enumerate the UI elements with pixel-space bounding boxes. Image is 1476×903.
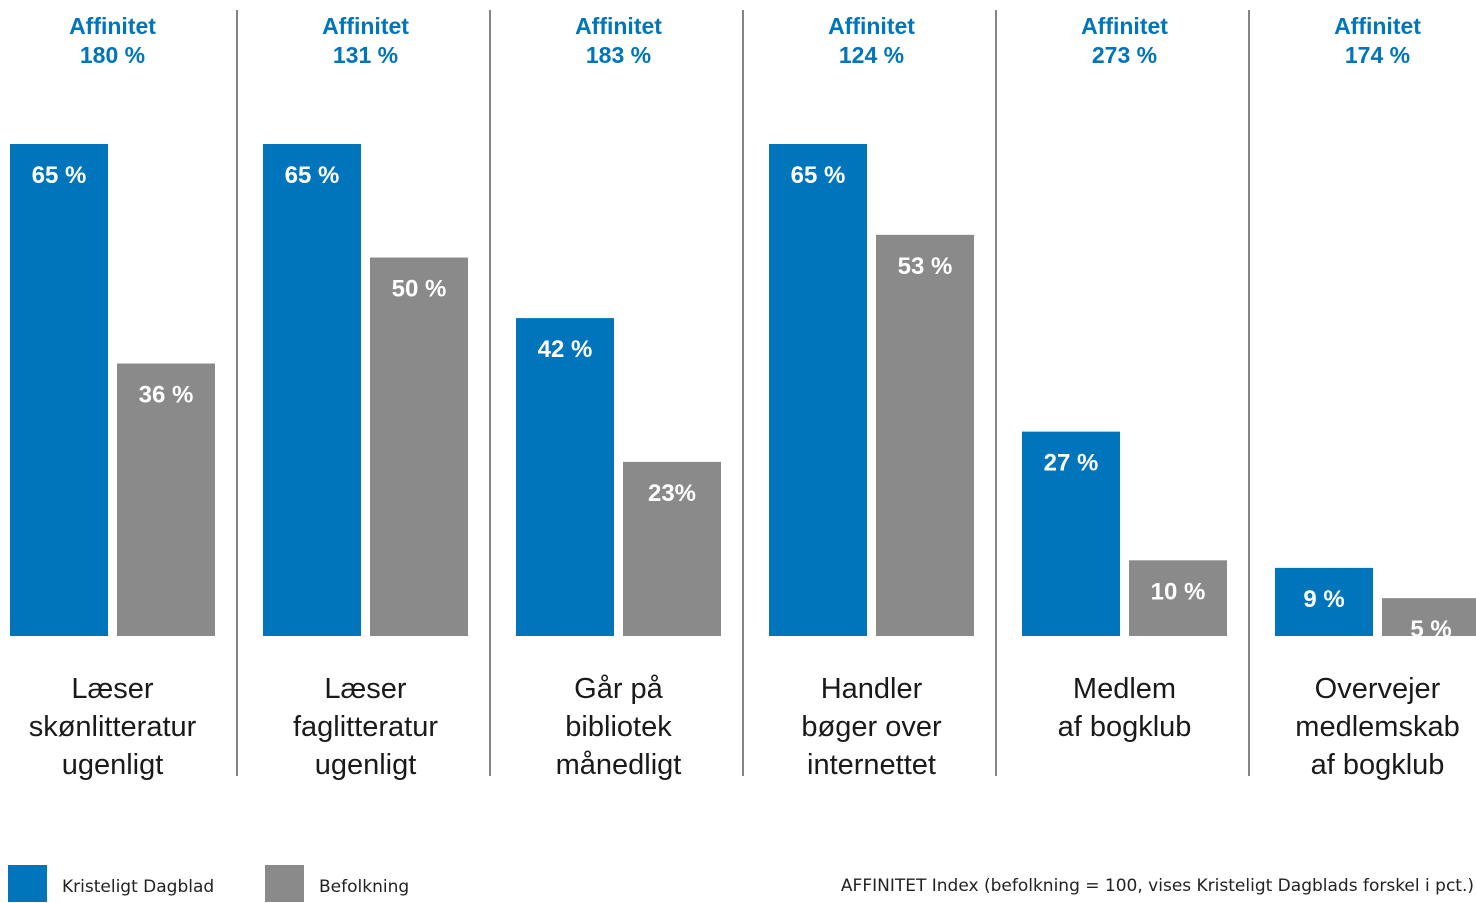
legend-swatch-kristeligt-dagblad [8, 865, 47, 902]
category-label: medlemskab [1295, 711, 1459, 743]
affinity-label: Affinitet [69, 13, 156, 39]
category-label: Læser [71, 673, 154, 705]
bar-value-label: 27 % [1044, 450, 1099, 477]
bar-kristeligt-dagblad [769, 144, 867, 636]
bar-value-label: 50 % [392, 276, 447, 303]
affinity-label: Affinitet [1334, 13, 1421, 39]
bar-kristeligt-dagblad [10, 144, 108, 636]
affinity-value: 180 % [80, 42, 145, 68]
affinity-value: 131 % [333, 42, 398, 68]
category-label: internettet [807, 749, 936, 781]
category-label: af bogklub [1311, 749, 1445, 781]
category-label: Går på [574, 673, 664, 705]
affinity-label: Affinitet [322, 13, 409, 39]
bar-befolkning [1129, 560, 1227, 636]
bar-value-label: 42 % [538, 336, 593, 363]
affinity-value: 124 % [839, 42, 904, 68]
bar-value-label: 65 % [285, 162, 340, 189]
bar-befolkning [370, 257, 468, 636]
category-label: Overvejer [1315, 673, 1441, 705]
bar-value-label: 23% [648, 480, 696, 507]
affinity-value: 183 % [586, 42, 651, 68]
affinity-label: Affinitet [1081, 13, 1168, 39]
bar-kristeligt-dagblad [516, 318, 614, 636]
bar-kristeligt-dagblad [263, 144, 361, 636]
legend-label-kristeligt-dagblad: Kristeligt Dagblad [62, 877, 215, 897]
category-label: af bogklub [1058, 711, 1192, 743]
bar-value-label: 5 % [1410, 616, 1451, 643]
affinity-label: Affinitet [575, 13, 662, 39]
category-label: Handler [821, 673, 923, 705]
legend-label-befolkning: Befolkning [319, 877, 410, 897]
category-label: Læser [324, 673, 407, 705]
bar-befolkning [1382, 598, 1476, 636]
category-label: ugenligt [315, 749, 417, 781]
affinity-value: 174 % [1345, 42, 1410, 68]
category-label: skønlitteratur [29, 711, 197, 743]
bar-chart: Affinitet 180 % 65 % 36 % Læser skønlitteratu… [10, 10, 1476, 781]
category-label: faglitteratur [293, 711, 438, 743]
bar-befolkning [876, 234, 974, 637]
bar-befolkning [117, 363, 215, 636]
affinity-value: 273 % [1092, 42, 1157, 68]
bar-value-label: 65 % [32, 162, 87, 189]
bar-value-label: 65 % [791, 162, 846, 189]
bar-befolkning [623, 461, 721, 636]
category-label: ugenligt [62, 749, 164, 781]
bar-kristeligt-dagblad [1022, 431, 1120, 636]
category-label: Medlem [1073, 673, 1176, 705]
bar-value-label: 53 % [898, 253, 953, 280]
category-label: bøger over [801, 711, 942, 743]
bar-kristeligt-dagblad [1275, 567, 1373, 636]
footnote: AFFINITET Index (befolkning = 100, vises… [840, 876, 1474, 896]
affinity-label: Affinitet [828, 13, 915, 39]
bar-value-label: 10 % [1151, 578, 1206, 605]
category-label: månedligt [556, 749, 682, 781]
legend-swatch-befolkning [265, 865, 304, 902]
bar-value-label: 36 % [139, 382, 194, 409]
bar-value-label: 9 % [1303, 586, 1344, 613]
category-label: bibliotek [565, 711, 672, 743]
